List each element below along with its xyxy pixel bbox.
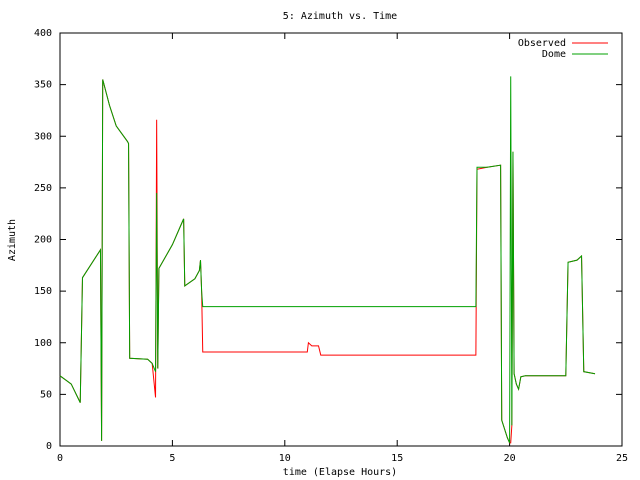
x-tick-label: 20	[504, 453, 516, 464]
y-tick-label: 250	[34, 183, 52, 194]
x-tick-label: 0	[57, 453, 63, 464]
data-line	[59, 76, 596, 444]
y-tick-label: 400	[34, 28, 52, 39]
y-tick-label: 50	[40, 389, 52, 400]
y-tick-label: 350	[34, 80, 52, 91]
x-tick-label: 15	[391, 453, 403, 464]
y-tick-label: 100	[34, 338, 52, 349]
plot-border	[59, 32, 623, 447]
x-tick-label: 25	[616, 453, 628, 464]
y-axis-label: Azimuth	[7, 219, 18, 261]
legend-label: Observed	[518, 38, 566, 49]
legend-label: Dome	[542, 49, 566, 60]
x-axis-label: time (Elapse Hours)	[283, 467, 397, 478]
chart-title: 5: Azimuth vs. Time	[283, 11, 397, 22]
data-line	[59, 79, 596, 444]
y-tick-label: 200	[34, 235, 52, 246]
y-tick-label: 300	[34, 131, 52, 142]
y-tick-label: 0	[46, 441, 52, 452]
x-tick-label: 10	[279, 453, 291, 464]
y-tick-label: 150	[34, 286, 52, 297]
x-tick-label: 5	[169, 453, 175, 464]
